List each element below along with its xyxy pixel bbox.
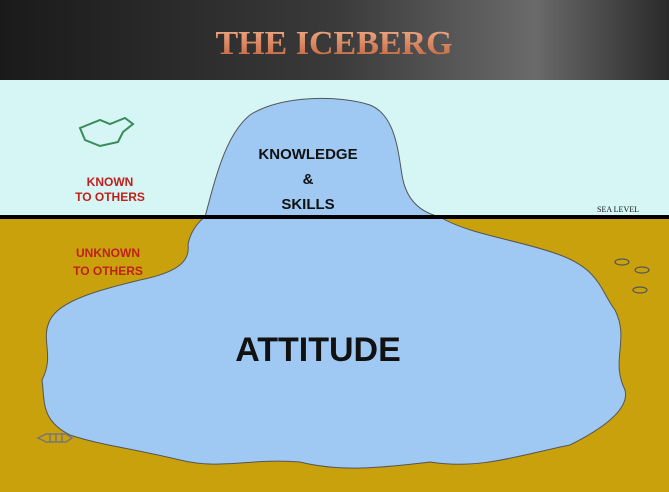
- iceberg-top-label: &: [303, 171, 314, 188]
- slide: THE ICEBERG KNOWN TO OTHERS UNKNOWN TO O…: [0, 0, 669, 492]
- iceberg-top-label: SKILLS: [281, 196, 334, 213]
- unknown-label: UNKNOWN: [76, 246, 140, 260]
- title: THE ICEBERG: [215, 25, 452, 62]
- known-label: TO OTHERS: [75, 190, 145, 204]
- iceberg-bottom-label: ATTITUDE: [235, 331, 401, 369]
- iceberg-top-label: KNOWLEDGE: [258, 146, 357, 163]
- unknown-label: TO OTHERS: [73, 264, 143, 278]
- sea-level-label: SEA LEVEL: [597, 205, 639, 214]
- known-label: KNOWN: [87, 175, 134, 189]
